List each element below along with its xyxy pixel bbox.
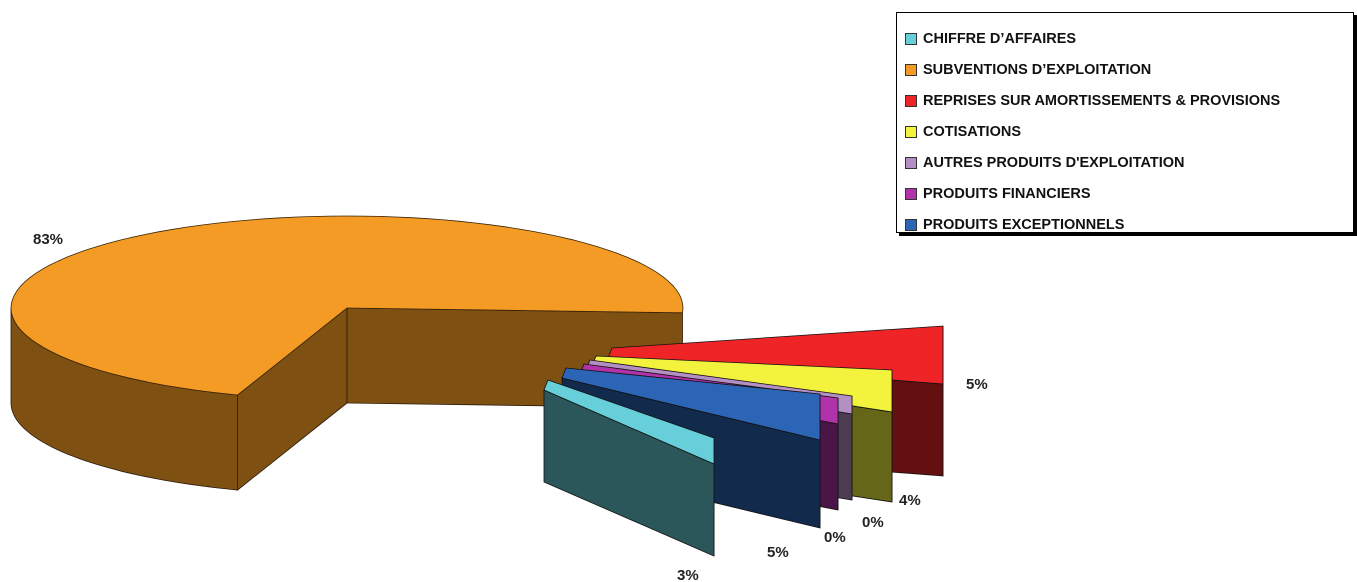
data-label: 4%: [899, 492, 921, 509]
legend: CHIFFRE D’AFFAIRES SUBVENTIONS D’EXPLOIT…: [896, 12, 1354, 233]
legend-label: PRODUITS FINANCIERS: [923, 185, 1091, 202]
legend-item-autres-produits: AUTRES PRODUITS D'EXPLOITATION: [905, 147, 1347, 178]
legend-label: CHIFFRE D’AFFAIRES: [923, 30, 1077, 47]
legend-swatch: [905, 63, 917, 76]
legend-swatch: [905, 32, 917, 45]
legend-label: COTISATIONS: [923, 123, 1022, 140]
legend-item-reprises: REPRISES SUR AMORTISSEMENTS & PROVISIONS: [905, 85, 1347, 116]
slice: [10, 215, 684, 396]
slice: [561, 367, 821, 441]
legend-item-produits-financiers: PRODUITS FINANCIERS: [905, 178, 1347, 209]
data-label: 83%: [33, 231, 63, 248]
data-label: 3%: [677, 567, 699, 582]
legend-item-produits-exceptionnels: PRODUITS EXCEPTIONNELS: [905, 209, 1347, 240]
legend-swatch: [905, 218, 917, 231]
legend-item-chiffre-affaires: CHIFFRE D’AFFAIRES: [905, 23, 1347, 54]
legend-item-cotisations: COTISATIONS: [905, 116, 1347, 147]
legend-label: SUBVENTIONS D’EXPLOITATION: [923, 61, 1152, 78]
data-label: 0%: [824, 529, 846, 546]
legend-label: REPRISES SUR AMORTISSEMENTS & PROVISIONS: [923, 92, 1281, 109]
legend-swatch: [905, 187, 917, 200]
slice: [543, 379, 715, 465]
legend-swatch: [905, 156, 917, 169]
legend-swatch: [905, 125, 917, 138]
legend-label: AUTRES PRODUITS D'EXPLOITATION: [923, 154, 1185, 171]
data-label: 0%: [862, 514, 884, 531]
slice-group: [543, 379, 715, 557]
data-label: 5%: [966, 376, 988, 393]
data-label: 5%: [767, 544, 789, 561]
legend-swatch: [905, 94, 917, 107]
legend-item-subventions: SUBVENTIONS D’EXPLOITATION: [905, 54, 1347, 85]
legend-label: PRODUITS EXCEPTIONNELS: [923, 216, 1125, 233]
